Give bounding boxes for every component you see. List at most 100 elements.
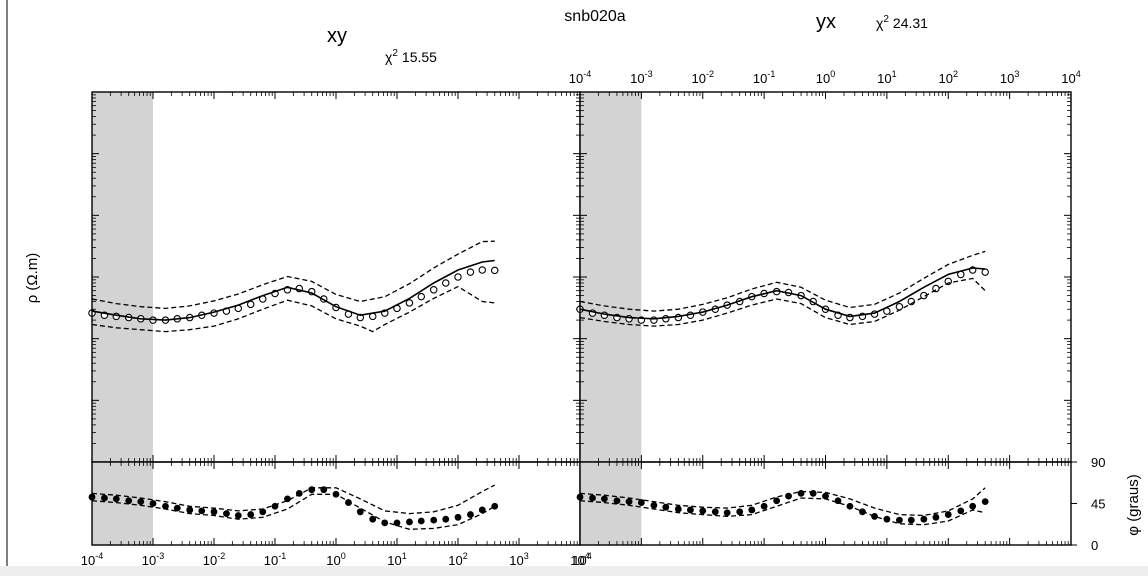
rho-axis-title: ρ (Ω.m): [24, 253, 41, 304]
xy-bottom-tick-label-exponent: -2: [217, 551, 225, 561]
xy-bottom-tick-label: 101: [387, 551, 406, 568]
xy-phase-data-point: [491, 502, 499, 510]
yx-top-tick-label-base: 10: [939, 71, 953, 86]
xy-rho-model-curve: [91, 259, 495, 321]
yx-top-tick-label-exponent: 3: [1014, 69, 1019, 79]
xy-phase-data-point: [406, 518, 413, 526]
xy-phase-data-point: [101, 494, 108, 502]
yx-phase-data-point: [957, 507, 965, 515]
phase-tick-label: 90: [1091, 455, 1105, 470]
yx-top-tick-label-exponent: 1: [892, 69, 897, 79]
yx-phase-data-point: [613, 497, 621, 505]
xy-phase-data-point: [356, 508, 364, 516]
xy-rho-data-point: [454, 273, 462, 281]
yx-top-tick-label: 10-1: [753, 69, 775, 86]
yx-top-tick-label-exponent: -2: [706, 69, 714, 79]
yx-phase-data-point: [589, 494, 596, 502]
yx-title: yx: [816, 11, 836, 33]
xy-rho-data-point: [466, 268, 475, 276]
xy-bottom-tick-label-base: 10: [448, 553, 462, 568]
xy-phase-data-point: [137, 498, 145, 506]
yx-phase-data-point: [932, 513, 940, 521]
xy-phase-data-point: [454, 513, 462, 521]
yx-top-tick-label-base: 10: [1000, 71, 1014, 86]
xy-phase-data-point: [198, 507, 206, 515]
yx-phase-data-point: [760, 502, 768, 510]
yx-phase-data-point: [773, 497, 781, 505]
xy-rho-shaded-band: [92, 92, 153, 462]
plot-area: 10-11001011021031041050459010-410-310-21…: [81, 69, 1106, 568]
xy-bottom-tick-label-base: 10: [264, 553, 278, 568]
xy-bottom-tick-label-exponent: -3: [156, 551, 164, 561]
xy-rho-error-bound-2: [91, 240, 495, 310]
xy-bottom-tick-label: 103: [509, 551, 528, 568]
yx-top-tick-label: 100: [816, 69, 835, 86]
yx-rho-error-bound-2: [579, 250, 986, 312]
yx-phase-data-point: [969, 502, 977, 510]
xy-bottom-tick-label: 10-2: [203, 551, 225, 568]
xy-rho-data-point: [442, 279, 450, 287]
xy-bottom-tick-label-base: 10: [203, 553, 217, 568]
yx-top-tick-label-base: 10: [1061, 71, 1075, 86]
xy-bottom-tick-label-exponent: 4: [585, 551, 590, 561]
xy-phase-data-point: [259, 508, 267, 516]
yx-top-tick-label-exponent: -1: [767, 69, 775, 79]
yx-top-tick-label-base: 10: [569, 71, 583, 86]
yx-phase-data-point: [637, 499, 645, 506]
xy-rho-data-point: [405, 299, 414, 307]
xy-bottom-tick-label: 102: [448, 551, 467, 568]
yx-top-tick-label: 10-4: [569, 69, 591, 86]
bottom-strip: [0, 566, 1148, 576]
yx-top-tick-label-exponent: 4: [1076, 69, 1081, 79]
yx-top-tick-label: 101: [877, 69, 896, 86]
xy-bottom-tick-label-exponent: 2: [463, 551, 468, 561]
station-title: snb020a: [564, 8, 625, 25]
yx-top-tick-label-exponent: -4: [583, 69, 591, 79]
xy-bottom-tick-label-exponent: 3: [524, 551, 529, 561]
yx-top-tick-label-base: 10: [877, 71, 891, 86]
xy-phase-data-point: [210, 508, 218, 516]
yx-bottom-tick-label-exponent: 4: [587, 551, 592, 561]
yx-top-tick-label-exponent: 2: [953, 69, 958, 79]
yx-phase-data-point: [809, 489, 817, 497]
xy-bottom-tick-label-base: 10: [570, 553, 584, 568]
yx-bottom-tick-label-base: 10: [572, 553, 586, 568]
yx-top-tick-label: 10-2: [692, 69, 714, 86]
yx-misfit-value: 24.31: [893, 15, 928, 31]
xy-bottom-tick-label-exponent: -4: [95, 551, 103, 561]
yx-rho-error-bound-3: [579, 277, 986, 327]
xy-phase-data-point: [173, 504, 181, 512]
yx-phase-data-point: [883, 515, 891, 523]
yx-rho-frame: [579, 91, 1072, 463]
xy-bottom-tick-label-base: 10: [326, 553, 340, 568]
yx-top-tick-label-exponent: -3: [645, 69, 653, 79]
yx-phase-data-point: [723, 509, 731, 517]
yx-top-tick-label-base: 10: [753, 71, 767, 86]
yx-phase-data-point: [822, 492, 829, 500]
yx-phase-data-point: [736, 508, 744, 516]
xy-phase-data-point: [247, 511, 255, 518]
yx-misfit: χ2 24.31: [876, 14, 928, 31]
xy-bottom-tick-label: 10-4: [81, 551, 103, 568]
xy-bottom-tick-label-base: 10: [387, 553, 401, 568]
xy-phase-data-point: [442, 515, 450, 523]
xy-misfit-sup: 2: [392, 48, 398, 59]
yx-phase-data-point: [625, 498, 633, 506]
xy-bottom-tick-label-base: 10: [142, 553, 156, 568]
yx-top-tick-label: 102: [939, 69, 958, 86]
yx-phase-shaded-band: [580, 462, 642, 545]
yx-top-tick-label-exponent: 0: [830, 69, 835, 79]
yx-rho-data-point: [662, 315, 670, 323]
xy-phase-data-point: [186, 506, 194, 514]
yx-rho-data-point: [895, 302, 904, 311]
xy-phase-data-point: [478, 506, 486, 514]
xy-phase-data-point: [149, 500, 157, 507]
yx-phase-data-point: [601, 495, 608, 503]
xy-bottom-tick-label-exponent: 1: [402, 551, 407, 561]
yx-top-tick-label-base: 10: [816, 71, 830, 86]
xy-phase-data-point: [284, 495, 291, 503]
xy-bottom-tick-label-base: 10: [81, 553, 95, 568]
xy-rho-data-point: [478, 266, 487, 274]
yx-phase-data-point: [687, 506, 694, 514]
